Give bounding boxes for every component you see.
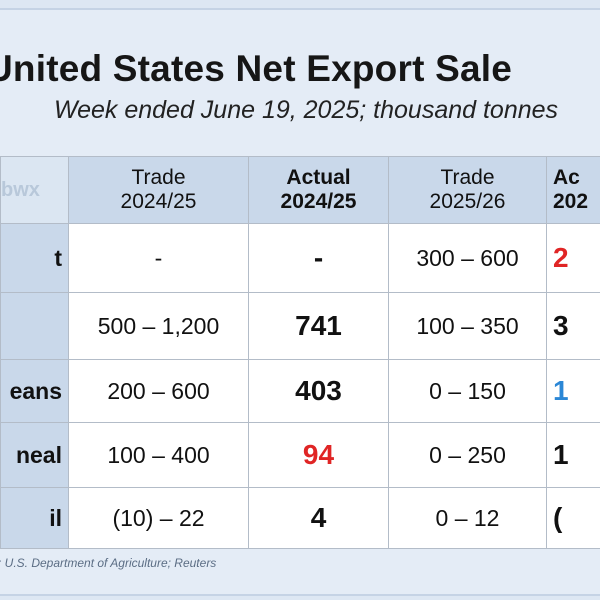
table-row: 500 – 1,200 741 100 – 350 3 bbox=[0, 292, 600, 360]
actual-2025-26-cell: ( bbox=[546, 487, 600, 549]
actual-2025-26-cell: 1 bbox=[546, 422, 600, 488]
page-title: United States Net Export Sale bbox=[0, 48, 512, 89]
trade-2025-26-cell: 0 – 12 bbox=[388, 487, 547, 549]
trade-2025-26-cell: 0 – 250 bbox=[388, 422, 547, 488]
actual-2025-26-cell: 1 bbox=[546, 359, 600, 423]
actual-2025-26-cell: 3 bbox=[546, 292, 600, 360]
watermark-text: bwx bbox=[1, 179, 40, 201]
table-row: neal 100 – 400 94 0 – 250 1 bbox=[0, 422, 600, 488]
watermark-cell: bwx bbox=[0, 156, 69, 224]
trade-2024-25-cell: 200 – 600 bbox=[68, 359, 249, 423]
trade-2024-25-cell: 100 – 400 bbox=[68, 422, 249, 488]
actual-2024-25-cell: 4 bbox=[248, 487, 389, 549]
actual-2024-25-cell: 403 bbox=[248, 359, 389, 423]
actual-2024-25-cell: - bbox=[248, 223, 389, 293]
trade-2025-26-cell: 300 – 600 bbox=[388, 223, 547, 293]
header-trade-2024-25: Trade 2024/25 bbox=[68, 156, 249, 224]
table-row: il (10) – 22 4 0 – 12 ( bbox=[0, 487, 600, 549]
trade-2025-26-cell: 0 – 150 bbox=[388, 359, 547, 423]
row-label: il bbox=[0, 487, 69, 549]
actual-2024-25-cell: 741 bbox=[248, 292, 389, 360]
header-trade-2025-26: Trade 2025/26 bbox=[388, 156, 547, 224]
export-sales-table: bwx Trade 2024/25 Actual 2024/25 Trade 2025… bbox=[0, 156, 600, 549]
trade-2024-25-cell: - bbox=[68, 223, 249, 293]
row-label bbox=[0, 292, 69, 360]
table-row: eans 200 – 600 403 0 – 150 1 bbox=[0, 359, 600, 423]
trade-2025-26-cell: 100 – 350 bbox=[388, 292, 547, 360]
table-row: t - - 300 – 600 2 bbox=[0, 223, 600, 293]
row-label: t bbox=[0, 223, 69, 293]
row-label: neal bbox=[0, 422, 69, 488]
page-subtitle: Week ended June 19, 2025; thousand tonne… bbox=[53, 96, 559, 124]
row-label: eans bbox=[0, 359, 69, 423]
actual-2024-25-cell: 94 bbox=[248, 422, 389, 488]
trade-2024-25-cell: 500 – 1,200 bbox=[68, 292, 249, 360]
header-actual-2025-26: Ac 202 bbox=[546, 156, 600, 224]
source-note: s: U.S. Department of Agriculture; Reute… bbox=[0, 556, 217, 570]
trade-2024-25-cell: (10) – 22 bbox=[68, 487, 249, 549]
actual-2025-26-cell: 2 bbox=[546, 223, 600, 293]
table-header-row: bwx Trade 2024/25 Actual 2024/25 Trade 2025… bbox=[0, 156, 600, 224]
header-actual-2024-25: Actual 2024/25 bbox=[248, 156, 389, 224]
